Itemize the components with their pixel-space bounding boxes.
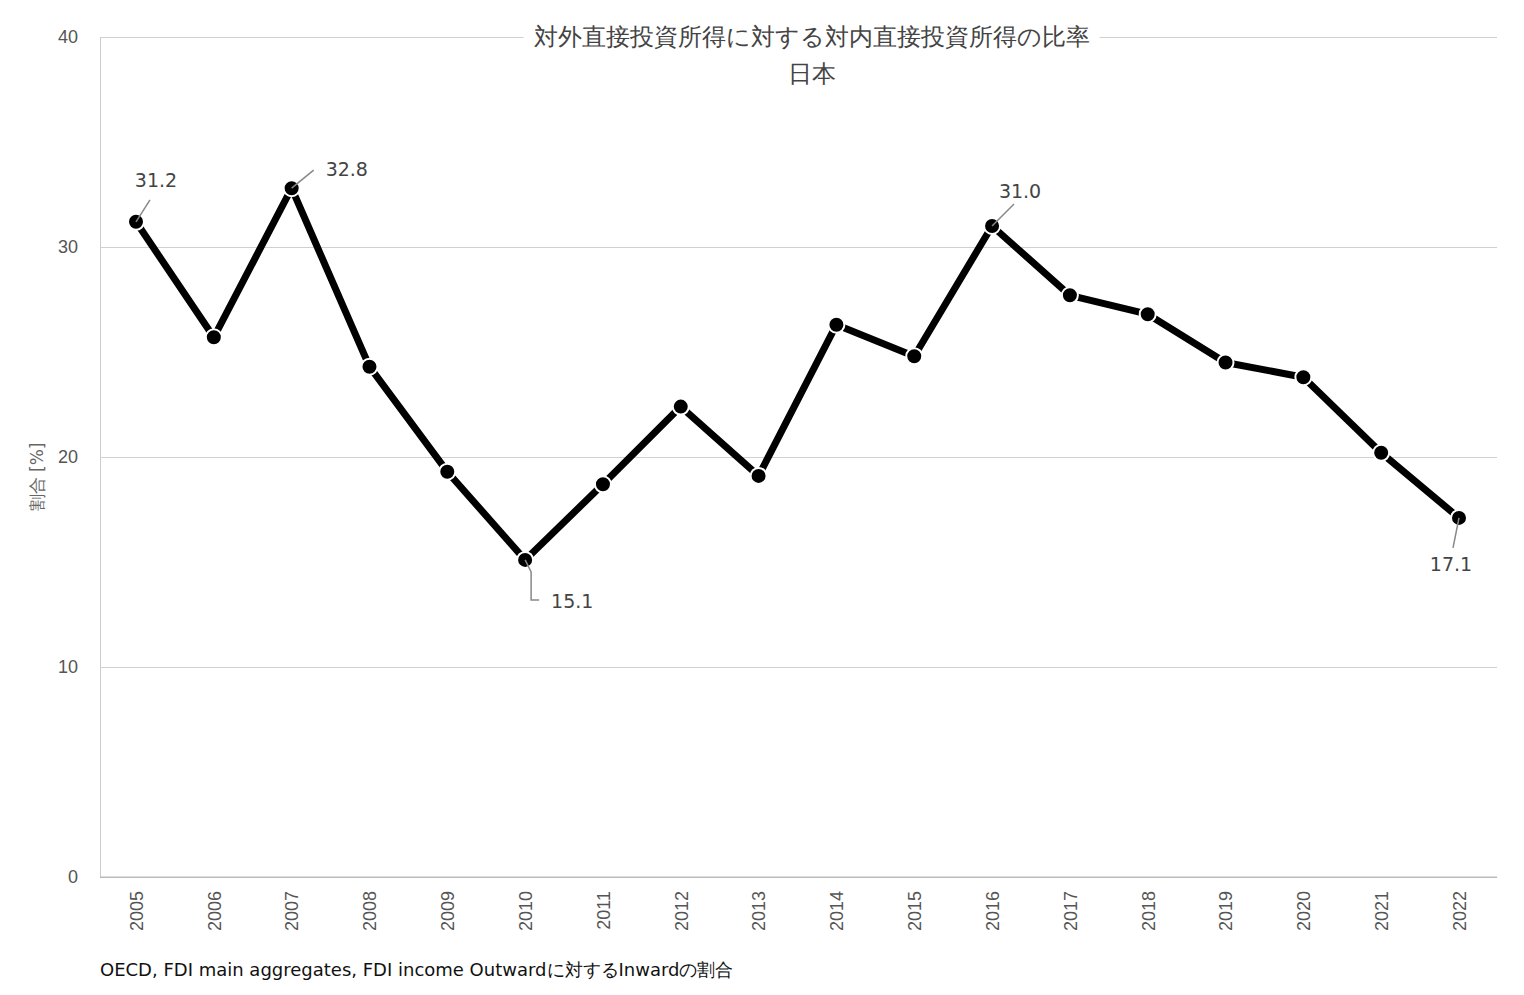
- data-label: 17.1: [1430, 553, 1472, 575]
- data-point: [1373, 445, 1389, 461]
- x-tick-label: 2007: [282, 891, 302, 931]
- x-tick: 2009: [438, 877, 458, 931]
- y-tick-label: 0: [68, 867, 78, 887]
- data-point: [206, 329, 222, 345]
- x-tick-label: 2012: [672, 891, 692, 931]
- x-tick: 2021: [1372, 877, 1392, 931]
- x-tick: 2006: [205, 877, 225, 931]
- data-point: [906, 348, 922, 364]
- x-tick: 2019: [1216, 877, 1236, 931]
- label-leader: [136, 200, 150, 222]
- y-tick-label: 40: [58, 27, 78, 47]
- y-tick: 10: [58, 657, 1497, 677]
- data-point: [751, 468, 767, 484]
- x-tick-label: 2015: [905, 891, 925, 931]
- x-tick: 2007: [282, 877, 302, 931]
- chart: 0 10 20 30 40 2005 2006 2007 2008 2009 2010 2011 201…: [0, 0, 1524, 995]
- x-tick: 2016: [983, 877, 1003, 931]
- data-label: 32.8: [326, 158, 368, 180]
- label-leader: [292, 170, 314, 188]
- data-point: [361, 359, 377, 375]
- grid-line: [100, 457, 1497, 458]
- y-tick: 0: [68, 867, 1497, 887]
- title-group: 対外直接投資所得に対する対内直接投資所得の比率日本: [524, 23, 1100, 88]
- y-axis-line: [101, 38, 1498, 878]
- x-tick: 2017: [1061, 877, 1081, 931]
- subtitle: 日本: [788, 60, 836, 88]
- data-point: [1295, 369, 1311, 385]
- x-tick-label: 2016: [983, 891, 1003, 931]
- x-tick: 2013: [749, 877, 769, 931]
- x-tick-label: 2022: [1450, 891, 1470, 931]
- x-tick-label: 2011: [594, 891, 614, 930]
- x-tick: 2012: [672, 877, 692, 931]
- x-tick-label: 2017: [1061, 891, 1081, 931]
- x-tick: 2010: [516, 877, 536, 931]
- x-tick: 2008: [360, 877, 380, 931]
- x-tick: 2011: [594, 877, 614, 930]
- data-label: 31.2: [135, 169, 177, 191]
- title-background: [524, 23, 1100, 51]
- x-tick: 2018: [1139, 877, 1159, 931]
- data-point: [1140, 306, 1156, 322]
- data-point: [595, 476, 611, 492]
- x-tick-label: 2005: [127, 891, 147, 931]
- x-tick-label: 2006: [205, 891, 225, 931]
- data-label: 15.1: [551, 590, 593, 612]
- x-tick: 2014: [827, 877, 847, 931]
- x-tick-label: 2020: [1294, 891, 1314, 931]
- x-axis: 2005 2006 2007 2008 2009 2010 2011 2012 2013 2014…: [100, 877, 1497, 931]
- data-point: [439, 464, 455, 480]
- y-tick-label: 20: [58, 447, 78, 467]
- y-tick-label: 10: [58, 657, 78, 677]
- grid-line: [100, 667, 1497, 668]
- title: 対外直接投資所得に対する対内直接投資所得の比率: [534, 23, 1090, 51]
- x-tick-label: 2013: [749, 891, 769, 931]
- x-tick-label: 2009: [438, 891, 458, 931]
- data-label: 31.0: [999, 180, 1041, 202]
- x-tick-label: 2010: [516, 891, 536, 931]
- x-axis-line: [100, 877, 1497, 878]
- grid-line: [100, 247, 1497, 248]
- x-tick-label: 2021: [1372, 891, 1392, 931]
- data-point: [1218, 355, 1234, 371]
- data-labels: 31.2 32.8 15.1 31.0 17.1: [135, 158, 1472, 612]
- data-point: [1062, 287, 1078, 303]
- data-line: [136, 188, 1459, 560]
- y-tick: 30: [58, 237, 1497, 257]
- plot-area: [128, 180, 1467, 568]
- y-tick-label: 30: [58, 237, 78, 257]
- y-axis: 0 10 20 30 40: [58, 27, 1497, 887]
- data-point: [828, 317, 844, 333]
- label-leader: [525, 560, 539, 600]
- label-leader: [992, 204, 1014, 226]
- x-tick: 2020: [1294, 877, 1314, 931]
- data-point: [673, 399, 689, 415]
- x-tick-label: 2018: [1139, 891, 1159, 931]
- x-tick: 2015: [905, 877, 925, 931]
- grid-line: [100, 877, 1497, 878]
- source-note: OECD, FDI main aggregates, FDI income Ou…: [100, 959, 734, 980]
- x-tick: 2022: [1450, 877, 1470, 931]
- x-tick-label: 2014: [827, 891, 847, 931]
- x-tick-label: 2019: [1216, 891, 1236, 931]
- x-tick: 2005: [127, 877, 147, 931]
- label-leader: [1453, 518, 1459, 548]
- y-axis-title: 割合 [%]: [27, 443, 47, 512]
- x-tick-label: 2008: [360, 891, 380, 931]
- y-tick: 20: [58, 447, 1497, 467]
